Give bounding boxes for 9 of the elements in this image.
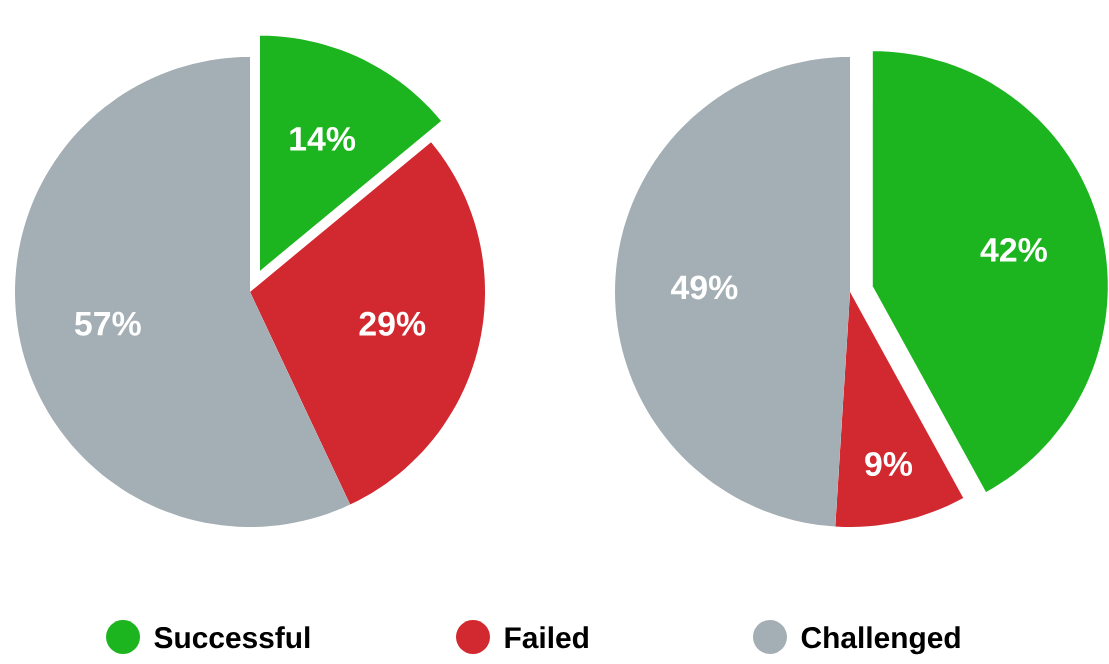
data-label: 14% bbox=[290, 126, 356, 151]
legend-label: Challenged bbox=[801, 626, 960, 655]
data-label: 49% bbox=[671, 275, 738, 300]
data-label: 9% bbox=[865, 451, 913, 476]
data-label: 57% bbox=[74, 311, 141, 336]
data-label: 29% bbox=[359, 311, 426, 336]
data-label: 42% bbox=[980, 237, 1047, 262]
legend-label: Failed bbox=[505, 626, 588, 649]
legend-label: Successful bbox=[154, 626, 310, 649]
